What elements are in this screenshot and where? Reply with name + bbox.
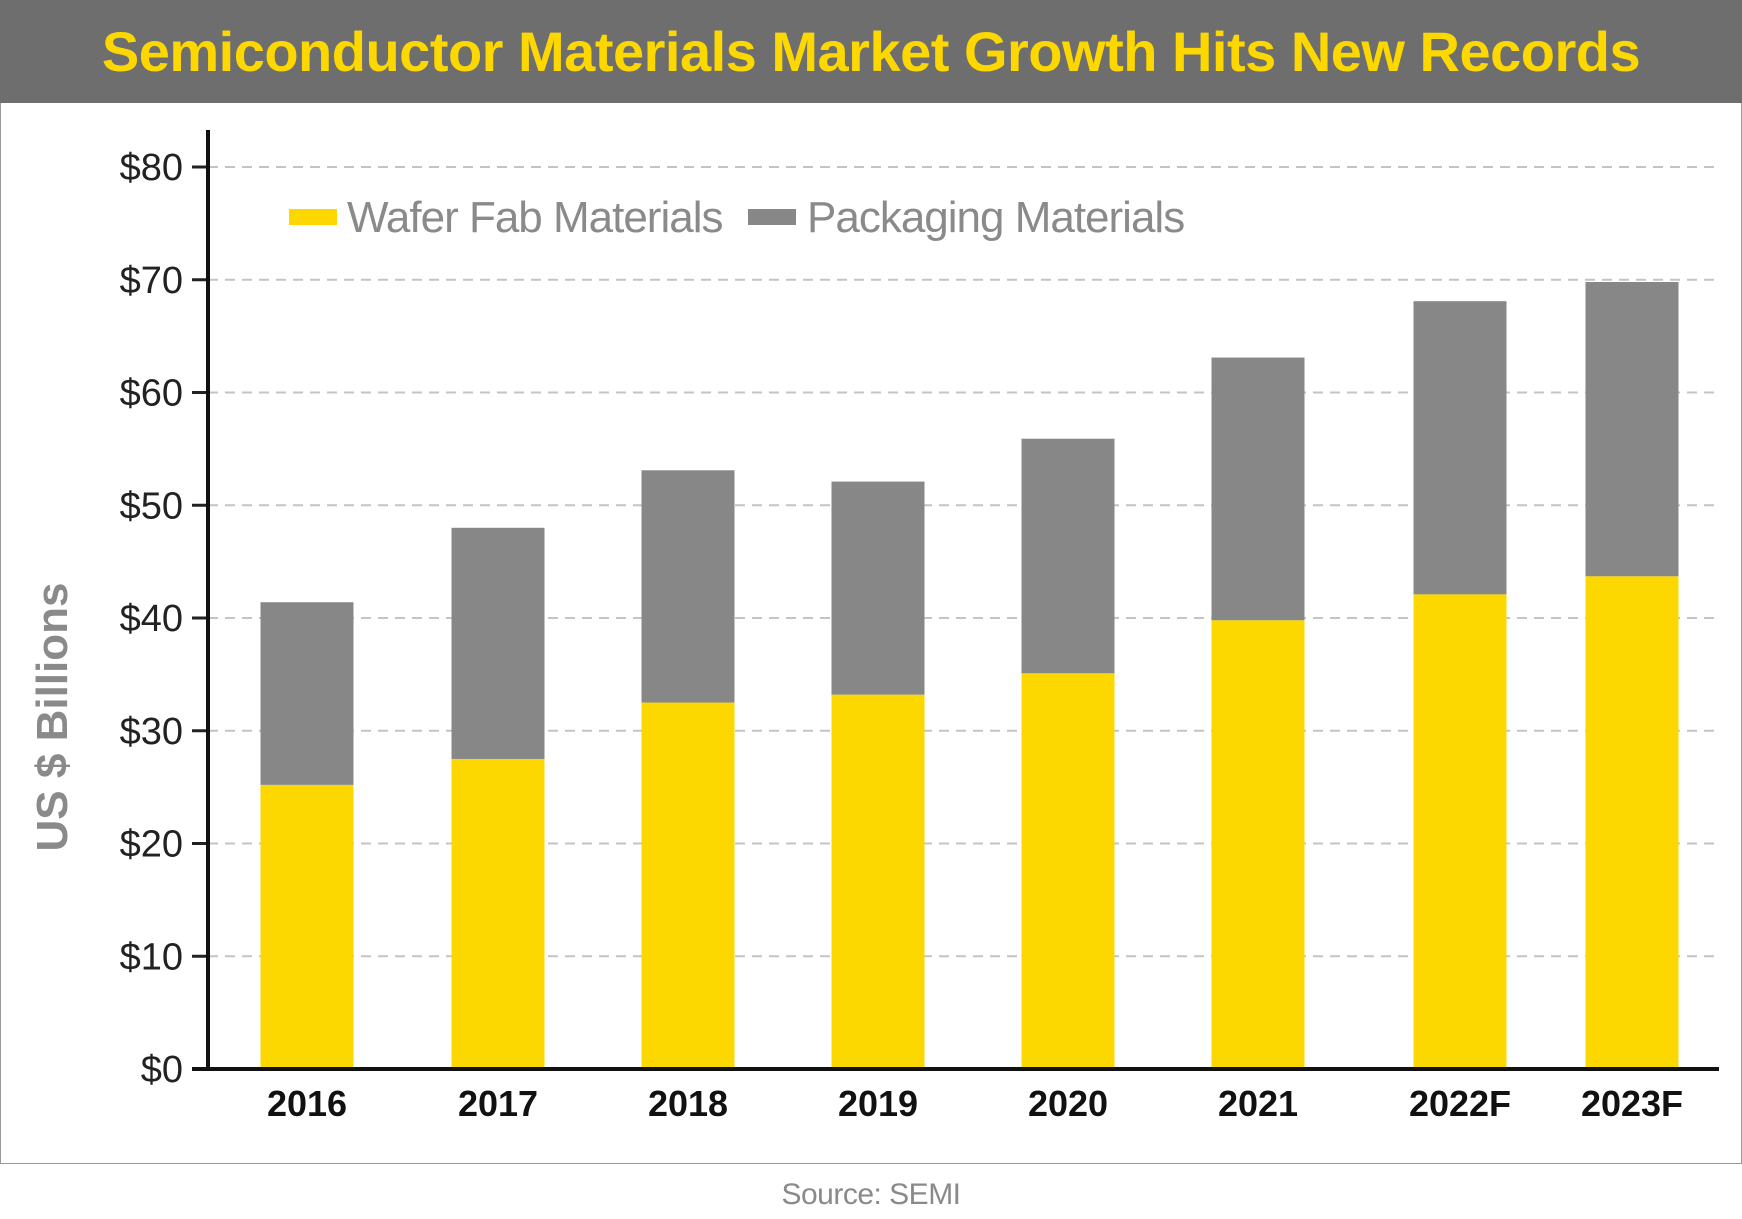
chart-canvas: $0$10$20$30$40$50$60$70$80 2016 2017 2018 2… xyxy=(28,130,1719,1124)
bar-wafer-fab-2018 xyxy=(641,702,735,1069)
bars xyxy=(260,282,1679,1069)
y-tick-label: $50 xyxy=(120,485,183,527)
bar-packaging-2022f xyxy=(1413,301,1507,595)
legend-swatch-wafer-fab xyxy=(289,209,337,225)
chart-title: Semiconductor Materials Market Growth Hi… xyxy=(101,20,1641,83)
x-tick-label: 2016 xyxy=(267,1083,347,1124)
bar-wafer-fab-2022f xyxy=(1413,594,1507,1069)
y-tick-label: $70 xyxy=(120,260,183,302)
y-tick-label: $0 xyxy=(141,1049,183,1091)
x-tick-label: 2019 xyxy=(838,1083,918,1124)
bar-packaging-2021 xyxy=(1211,357,1305,621)
title-bar: Semiconductor Materials Market Growth Hi… xyxy=(0,0,1742,103)
bar-packaging-2016 xyxy=(260,602,354,785)
x-tick-label: 2017 xyxy=(458,1083,538,1124)
bar-packaging-2018 xyxy=(641,470,735,703)
x-tick-labels: 2016 2017 2018 2019 2020 2021 2022F 2023F xyxy=(267,1083,1683,1124)
y-axis-label: US $ Billions xyxy=(28,583,77,852)
bar-wafer-fab-2019 xyxy=(831,694,925,1069)
bar-packaging-2023f xyxy=(1585,282,1679,577)
y-tick-label: $80 xyxy=(120,147,183,189)
bar-wafer-fab-2021 xyxy=(1211,620,1305,1069)
bar-wafer-fab-2016 xyxy=(260,784,354,1069)
legend-label-wafer-fab: Wafer Fab Materials xyxy=(347,193,722,242)
x-tick-label: 2018 xyxy=(648,1083,728,1124)
bar-wafer-fab-2017 xyxy=(451,758,545,1069)
legend: Wafer Fab Materials Packaging Materials xyxy=(289,193,1185,242)
legend-label-packaging: Packaging Materials xyxy=(807,193,1184,242)
x-tick-label: 2020 xyxy=(1028,1083,1108,1124)
chart-frame: $0 $10 $20 $30 $40 $50 $60 $70 $80 2016 2017 2018 2… xyxy=(0,103,1742,1164)
bar-packaging-2017 xyxy=(451,527,545,759)
y-tick-labels: $0 $10 $20 $30 $40 $50 $60 $70 $80 xyxy=(120,147,183,1091)
legend-swatch-packaging xyxy=(748,209,796,225)
x-tick-label: 2021 xyxy=(1218,1083,1298,1124)
axes xyxy=(192,130,1719,1071)
bar-packaging-2019 xyxy=(831,481,925,695)
source-note: Source: SEMI xyxy=(781,1178,961,1211)
x-tick-label: 2022F xyxy=(1409,1083,1511,1124)
y-tick-label: $10 xyxy=(120,936,183,978)
bar-wafer-fab-2023f xyxy=(1585,576,1679,1069)
y-tick-label: $40 xyxy=(120,598,183,640)
bar-wafer-fab-2020 xyxy=(1021,673,1115,1069)
y-tick-label: $20 xyxy=(120,824,183,866)
bar-packaging-2020 xyxy=(1021,438,1115,674)
y-tick-label: $60 xyxy=(120,373,183,415)
y-tick-label: $30 xyxy=(120,711,183,753)
x-tick-label: 2023F xyxy=(1581,1083,1683,1124)
